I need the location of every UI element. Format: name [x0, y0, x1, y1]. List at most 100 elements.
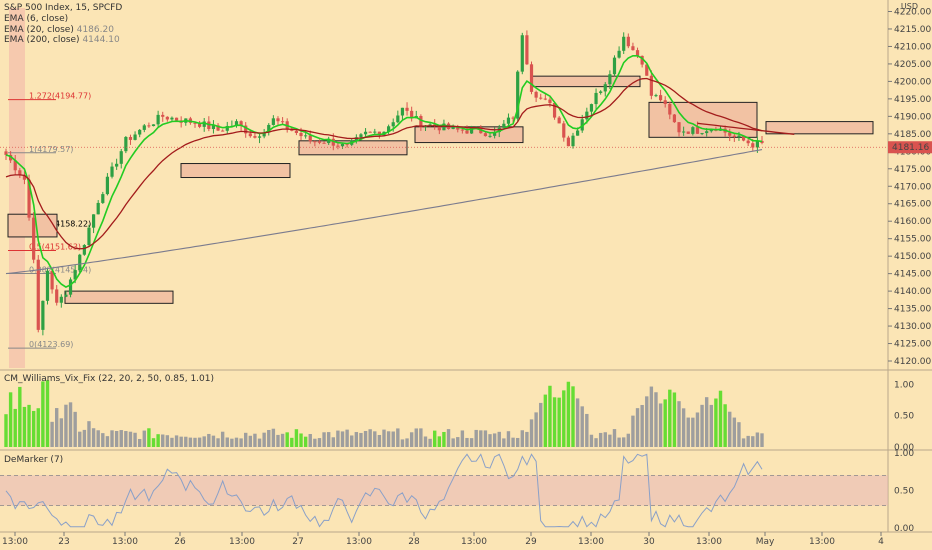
- candle-body: [36, 259, 40, 330]
- vix-fix-bar: [640, 404, 644, 447]
- vix-fix-bar: [253, 433, 257, 447]
- vix-fix-bar: [13, 408, 17, 447]
- candle-body: [45, 270, 50, 301]
- candle-body: [216, 125, 220, 131]
- candle-body: [612, 57, 617, 75]
- price-tick-label: 4140.00: [894, 287, 931, 297]
- price-tick-label: 4125.00: [894, 340, 931, 350]
- candle-body: [580, 119, 584, 131]
- candle-body: [276, 118, 280, 122]
- vix-fix-bar: [502, 438, 506, 447]
- candle-body: [87, 227, 91, 246]
- candle-body: [211, 125, 216, 130]
- vix-fix-legend: CM_Williams_Vix_Fix (22, 20, 2, 50, 0.85…: [4, 374, 215, 384]
- ema6-legend: EMA (6, close): [4, 14, 69, 24]
- vix-fix-bar: [31, 410, 36, 447]
- vix-fix-bar: [359, 432, 363, 447]
- candle-body: [539, 97, 543, 99]
- fib-level-label: 1.272(4194.77): [29, 92, 91, 101]
- vix-fix-bar: [700, 404, 704, 447]
- vix-fix-bar: [566, 381, 571, 447]
- vix-fix-bars: [4, 380, 764, 447]
- candle-body: [451, 126, 455, 129]
- vix-fix-bar: [271, 428, 276, 447]
- demarker-line: [5, 453, 763, 528]
- candle-body: [239, 121, 243, 126]
- vix-fix-bar: [156, 434, 160, 447]
- vix-fix-bar: [663, 399, 667, 447]
- candle-body: [548, 99, 552, 103]
- fib-level-label: 1(4179.57): [29, 145, 73, 154]
- candle-body: [562, 123, 566, 138]
- vix-fix-bar: [165, 435, 170, 447]
- candle-body: [101, 194, 105, 203]
- vix-fix-bar: [645, 396, 649, 447]
- vix-fix-bar: [409, 432, 414, 447]
- vix-fix-bar: [188, 437, 193, 447]
- price-tick-label: 4220.00: [894, 7, 931, 17]
- candle-body: [520, 35, 524, 72]
- time-tick-label: 13:00: [346, 537, 372, 547]
- candle-body: [502, 123, 506, 128]
- vix-fix-bar: [691, 417, 695, 447]
- candle-body: [396, 115, 400, 123]
- vix-fix-bar: [382, 429, 386, 447]
- candle-body: [654, 95, 658, 97]
- candle-body: [170, 117, 174, 120]
- vix-fix-bar: [18, 386, 22, 447]
- vix-fix-bar: [36, 408, 40, 447]
- candle-body: [110, 166, 114, 177]
- vix-fix-bar: [322, 432, 326, 447]
- vix-fix-bar: [345, 429, 349, 447]
- vix-fix-bar: [492, 433, 497, 447]
- candle-body: [737, 135, 741, 137]
- candle-body: [322, 142, 326, 144]
- vix-fix-bar: [142, 430, 146, 447]
- candle-body: [483, 133, 488, 137]
- candle-body: [760, 140, 764, 143]
- vix-fix-bar: [373, 431, 377, 447]
- vix-fix-bar: [585, 413, 589, 447]
- candle-body: [257, 136, 262, 138]
- vix-fix-bar: [515, 437, 520, 447]
- price-tick-label: 4120.00: [894, 357, 931, 367]
- time-tick-label: 13:00: [696, 537, 722, 547]
- candle-body: [363, 131, 368, 135]
- candle-body: [410, 110, 414, 119]
- vix-fix-bar: [704, 397, 709, 447]
- ema20-value: 4186.20: [76, 25, 114, 35]
- candle-body: [96, 202, 100, 215]
- vix-fix-bar: [55, 408, 59, 447]
- vix-fix-bar: [552, 397, 557, 447]
- candle-body: [4, 151, 8, 155]
- price-tick-label: 4200.00: [894, 77, 931, 87]
- vix-fix-bar: [668, 389, 672, 447]
- candle-body: [589, 104, 594, 112]
- vix-fix-bar: [677, 401, 681, 447]
- candle-body: [622, 36, 626, 51]
- vix-fix-bar: [497, 431, 501, 447]
- candle-body: [221, 130, 225, 132]
- vix-fix-bar: [354, 432, 359, 447]
- time-tick-label: 29: [525, 537, 537, 547]
- vix-fix-bar: [170, 437, 174, 447]
- zone-box: [414, 126, 524, 144]
- candle-body: [280, 121, 285, 123]
- candle-body: [663, 100, 667, 105]
- candle-body: [608, 74, 612, 85]
- vix-fix-bar: [428, 438, 432, 447]
- vix-fix-bar: [751, 436, 755, 447]
- candle-body: [59, 296, 63, 303]
- candle-body: [165, 116, 169, 120]
- vix-fix-bar: [391, 431, 395, 447]
- vix-fix-bar: [22, 406, 27, 447]
- candle-body: [290, 129, 294, 131]
- time-tick-label: 30: [643, 537, 655, 547]
- candle-body: [728, 132, 732, 136]
- vix-fix-bar: [368, 429, 372, 447]
- candle-body: [571, 135, 575, 147]
- candle-body: [377, 131, 381, 136]
- fib-level-label: 0.382(4145.04): [29, 265, 91, 274]
- candle-body: [695, 127, 700, 134]
